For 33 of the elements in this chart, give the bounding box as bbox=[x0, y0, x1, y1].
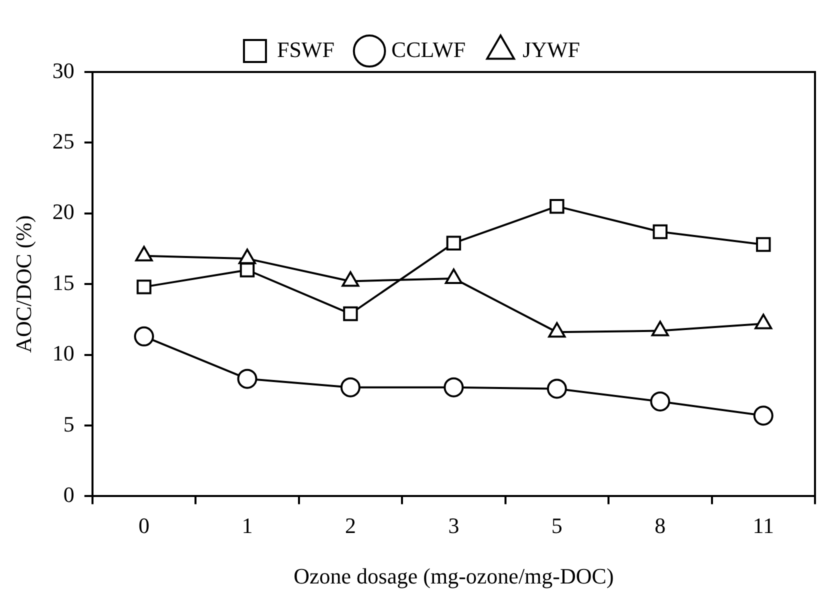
x-tick-label: 3 bbox=[448, 513, 460, 538]
legend-label: CCLWF bbox=[391, 36, 466, 62]
x-tick-label: 11 bbox=[752, 513, 774, 538]
x-tick-label: 5 bbox=[551, 513, 562, 538]
x-tick-label: 2 bbox=[344, 513, 356, 538]
point bbox=[550, 198, 564, 214]
y-tick-label: 25 bbox=[52, 128, 74, 154]
point bbox=[134, 326, 154, 346]
y-tick-label: 20 bbox=[52, 199, 74, 224]
point bbox=[446, 236, 462, 250]
point bbox=[343, 306, 358, 322]
point bbox=[136, 280, 152, 294]
x-tick-label: 8 bbox=[654, 513, 666, 538]
x-tick-label: 1 bbox=[242, 513, 253, 538]
point bbox=[756, 237, 771, 252]
y-tick-label: 5 bbox=[63, 411, 74, 436]
x-tick-label: 0 bbox=[138, 513, 150, 538]
point bbox=[340, 377, 360, 398]
point bbox=[444, 377, 464, 398]
legend-label: JYWF bbox=[522, 36, 580, 62]
point bbox=[237, 368, 258, 389]
point bbox=[753, 406, 774, 426]
legend-label: FSWF bbox=[276, 36, 334, 62]
point bbox=[546, 378, 567, 399]
y-axis-title: AOC/DOC (%) bbox=[10, 215, 36, 353]
point bbox=[650, 391, 670, 412]
y-tick-label: 15 bbox=[52, 270, 74, 295]
y-tick-label: 10 bbox=[52, 340, 74, 366]
point bbox=[240, 262, 255, 278]
point bbox=[652, 224, 668, 240]
x-axis-title: Ozone dosage (mg-ozone/mg-DOC) bbox=[294, 564, 614, 589]
y-tick-label: 30 bbox=[52, 58, 74, 83]
y-tick-label: 0 bbox=[63, 482, 74, 507]
